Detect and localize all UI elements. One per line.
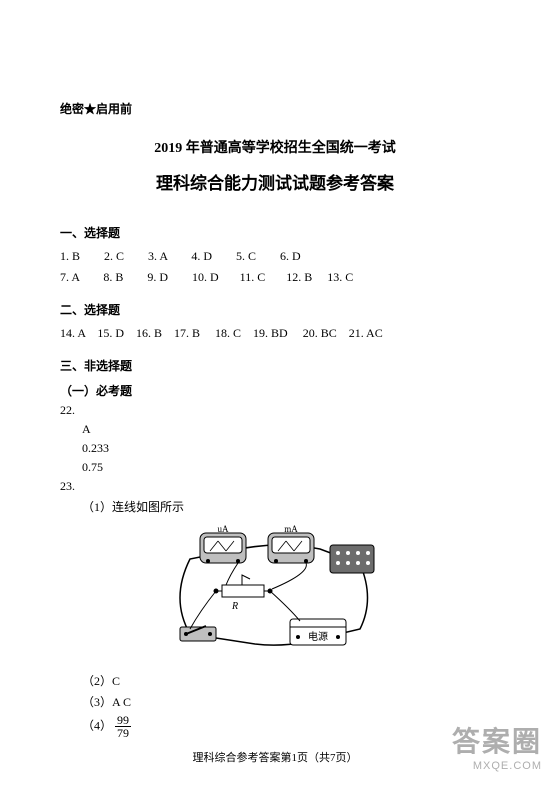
- section2-row: 14. A 15. D 16. B 17. B 18. C 19. BD 20.…: [60, 326, 490, 341]
- q23-line3: （3）A C: [82, 693, 490, 710]
- page-footer: 理科综合参考答案第1页（共7页）: [60, 749, 490, 765]
- q23-number: 23.: [60, 479, 490, 494]
- q22-line: 0.233: [82, 441, 490, 456]
- watermark-big: 答案圈: [452, 720, 542, 760]
- section3-subheading: （一）必考题: [60, 382, 490, 399]
- q22-number: 22.: [60, 403, 490, 418]
- watermark-small: MXQE.COM: [452, 760, 542, 772]
- section1-heading: 一、选择题: [60, 224, 490, 241]
- secret-label: 绝密★启用前: [60, 100, 490, 117]
- watermark: 答案圈 MXQE.COM: [452, 720, 542, 772]
- q23-line1: （1）连线如图所示: [82, 498, 490, 515]
- ma-label: mA: [284, 524, 298, 534]
- fraction: 99 79: [115, 714, 131, 739]
- circuit-diagram: uA mA: [60, 519, 490, 664]
- source-label: 电源: [308, 630, 328, 643]
- q22-line: A: [82, 422, 490, 437]
- section1-row: 1. B 2. C 3. A 4. D 5. C 6. D: [60, 249, 490, 264]
- q23-line4: （4） 99 79: [82, 714, 490, 739]
- q23-line2: （2）C: [82, 672, 490, 689]
- section2-heading: 二、选择题: [60, 301, 490, 318]
- q23-line4-prefix: （4）: [82, 718, 112, 732]
- exam-title-subject: 理科综合能力测试试题参考答案: [60, 169, 490, 194]
- section3-heading: 三、非选择题: [60, 357, 490, 374]
- r-label: R: [231, 601, 238, 612]
- fraction-den: 79: [115, 727, 131, 739]
- q22-line: 0.75: [82, 460, 490, 475]
- ua-label: uA: [218, 524, 230, 534]
- section1-row: 7. A 8. B 9. D 10. D 11. C 12. B 13. C: [60, 270, 490, 285]
- exam-title-year: 2019 年普通高等学校招生全国统一考试: [60, 137, 490, 157]
